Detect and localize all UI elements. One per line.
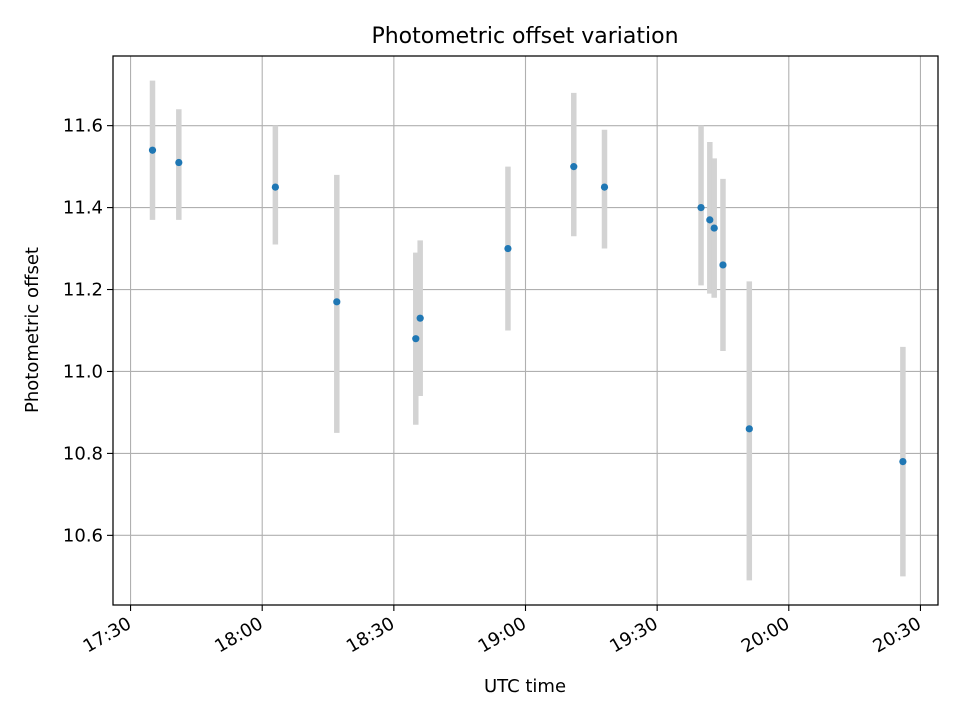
- data-point: [899, 458, 907, 466]
- y-axis-ticks: 10.6 10.8 11.0 11.2 11.4 11.6: [63, 116, 113, 546]
- data-point: [148, 146, 157, 154]
- y-tick-label: 11.4: [63, 198, 103, 219]
- data-point: [570, 163, 578, 171]
- data-point: [504, 244, 512, 253]
- x-tick-label: 20:00: [738, 613, 793, 657]
- grid-layer: [113, 56, 938, 605]
- x-tick-label: 18:30: [343, 613, 398, 657]
- data-point: [412, 335, 420, 343]
- data-point: [600, 183, 609, 191]
- y-axis-label: Photometric offset: [22, 247, 43, 413]
- errorbar-layer: [149, 80, 906, 581]
- point-layer: [148, 146, 907, 466]
- data-point: [697, 203, 705, 212]
- y-tick-label: 11.2: [63, 280, 103, 301]
- data-point: [719, 261, 727, 269]
- x-axis-ticks: 17:30 18:00 18:30 19:00 19:30 20:00 20:30: [80, 605, 925, 657]
- data-point: [271, 183, 279, 191]
- data-point: [416, 314, 424, 322]
- data-point: [706, 216, 714, 224]
- y-tick-label: 11.0: [63, 361, 103, 382]
- x-tick-label: 19:30: [606, 613, 661, 657]
- data-point: [710, 224, 718, 232]
- x-tick-label: 19:00: [475, 613, 530, 657]
- x-tick-label: 18:00: [211, 613, 266, 657]
- chart-title: Photometric offset variation: [371, 24, 678, 49]
- y-tick-label: 11.6: [63, 116, 103, 137]
- x-axis-label: UTC time: [484, 676, 566, 697]
- y-tick-label: 10.8: [63, 443, 103, 464]
- data-point: [175, 158, 183, 167]
- data-point: [333, 298, 341, 306]
- y-tick-label: 10.6: [63, 525, 103, 546]
- data-point: [745, 425, 753, 433]
- x-tick-label: 17:30: [80, 613, 135, 657]
- x-tick-label: 20:30: [870, 613, 925, 657]
